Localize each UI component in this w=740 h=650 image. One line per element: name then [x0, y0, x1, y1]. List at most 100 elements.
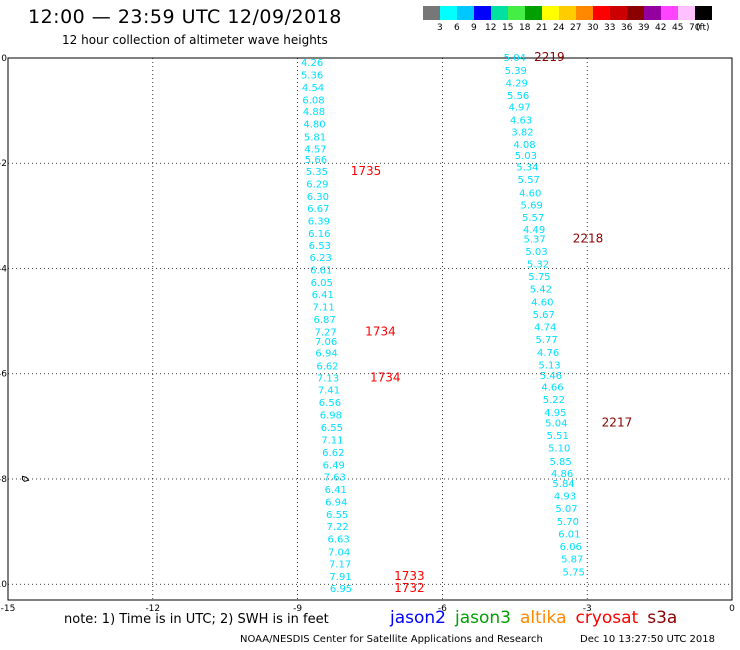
- swh-value-track-2: 5.22: [543, 395, 565, 406]
- satellite-cryosat: cryosat: [575, 608, 639, 628]
- colorbar-label: 33: [604, 23, 616, 33]
- swh-value-track-1: 4.88: [303, 107, 325, 118]
- satellite-s3a: s3a: [647, 608, 678, 628]
- swh-value-track-1: 7.27: [314, 327, 336, 338]
- colorbar-label: 12: [485, 23, 497, 33]
- y-tick-label: -10: [0, 580, 7, 590]
- swh-value-track-2: 5.51: [547, 431, 569, 442]
- colorbar-swatch: [559, 6, 576, 20]
- swh-value-track-2: 5.13: [538, 360, 560, 371]
- swh-value-track-1: 6.16: [308, 229, 330, 240]
- swh-value-track-2: 4.63: [510, 115, 532, 126]
- swh-value-track-2: 5.39: [505, 66, 527, 77]
- pass-time-label: 1734: [365, 324, 396, 338]
- colorbar-label: 15: [502, 23, 514, 33]
- colorbar-label: 24: [553, 23, 565, 33]
- swh-value-track-1: 6.94: [315, 348, 337, 359]
- swh-value-track-2: 5.46: [540, 371, 562, 382]
- swh-value-track-1: 7.06: [315, 337, 337, 348]
- swh-value-track-1: 5.81: [304, 133, 326, 144]
- colorbar-swatch: [508, 6, 525, 20]
- y-tick-label: -4: [0, 264, 7, 274]
- swh-value-track-2: 4.86: [551, 469, 573, 480]
- swh-value-track-2: 5.70: [557, 517, 579, 528]
- pass-time-label: 2217: [602, 415, 633, 429]
- colorbar-label: 6: [454, 23, 460, 33]
- colorbar-swatch: [627, 6, 644, 20]
- swh-value-track-1: 6.95: [330, 584, 352, 595]
- swh-value-track-2: 5.03: [525, 247, 547, 258]
- swh-value-track-1: 6.62: [322, 448, 344, 459]
- x-tick-label: -15: [1, 604, 16, 614]
- swh-value-track-1: 7.04: [328, 547, 350, 558]
- colorbar-swatch: [474, 6, 491, 20]
- swh-value-track-2: 4.60: [531, 297, 553, 308]
- swh-value-track-2: 3.82: [511, 127, 533, 138]
- satellite-legend: jason2 jason3 altika cryosat s3a: [390, 608, 686, 628]
- colorbar-label: 42: [655, 23, 667, 33]
- colorbar-label: 45: [672, 23, 684, 33]
- swh-value-track-1: 6.30: [307, 192, 329, 203]
- credit-text: NOAA/NESDIS Center for Satellite Applica…: [240, 634, 543, 645]
- swh-value-track-1: 6.98: [320, 410, 342, 421]
- y-tick-label: -8: [0, 475, 7, 485]
- colorbar-label: 30: [587, 23, 599, 33]
- colorbar-swatch: [542, 6, 559, 20]
- swh-value-track-1: 6.41: [312, 290, 334, 301]
- pass-time-label: 2218: [573, 232, 604, 246]
- pass-time-label: 1732: [394, 581, 425, 595]
- x-tick-label: -9: [293, 604, 302, 614]
- footer-note: note: 1) Time is in UTC; 2) SWH is in fe…: [64, 612, 329, 627]
- y-tick-label: -6: [0, 370, 7, 380]
- coastline: [21, 475, 30, 482]
- swh-value-track-1: 6.55: [326, 510, 348, 521]
- swh-value-track-2: 4.97: [508, 103, 530, 114]
- swh-value-track-2: 4.76: [537, 348, 559, 359]
- colorbar-swatch: [695, 6, 712, 20]
- y-tick-label: 0: [1, 54, 7, 64]
- swh-value-track-2: 5.84: [552, 479, 574, 490]
- colorbar-unit: (ft): [696, 23, 710, 33]
- pass-time-label: 1733: [394, 569, 425, 583]
- satellite-altika: altika: [520, 608, 567, 628]
- swh-value-track-1: 6.23: [310, 253, 332, 264]
- swh-value-track-1: 7.91: [329, 572, 351, 583]
- swh-value-track-1: 6.62: [316, 362, 338, 373]
- swh-value-track-1: 7.63: [324, 473, 346, 484]
- colorbar-label: 27: [570, 23, 582, 33]
- swh-value-track-2: 5.85: [550, 457, 572, 468]
- x-tick-label: -3: [583, 604, 592, 614]
- swh-value-track-2: 5.77: [536, 335, 558, 346]
- pass-time-label: 2219: [534, 50, 565, 64]
- map-subtitle: 12 hour collection of altimeter wave hei…: [62, 33, 328, 47]
- generation-timestamp: Dec 10 13:27:50 UTC 2018: [580, 634, 715, 645]
- swh-value-track-1: 6.08: [302, 95, 324, 106]
- colorbar-swatch: [423, 6, 440, 20]
- colorbar-label: 70: [689, 23, 701, 33]
- swh-value-track-1: 4.26: [301, 58, 323, 69]
- swh-value-track-1: 6.63: [327, 535, 349, 546]
- y-tick-label: -2: [0, 159, 7, 169]
- swh-value-track-2: 4.08: [513, 140, 535, 151]
- swh-value-track-2: 5.56: [507, 91, 529, 102]
- x-tick-label: -6: [438, 604, 447, 614]
- colorbar-label: 9: [471, 23, 477, 33]
- swh-value-track-1: 4.54: [302, 83, 324, 94]
- swh-value-track-2: 5.87: [561, 555, 583, 566]
- swh-value-track-1: 7.17: [329, 559, 351, 570]
- colorbar-swatch: [491, 6, 508, 20]
- swh-value-track-1: 6.67: [307, 204, 329, 215]
- swh-value-track-2: 4.60: [519, 188, 541, 199]
- swh-value-track-1: 6.41: [325, 485, 347, 496]
- swh-value-track-1: 6.05: [311, 278, 333, 289]
- swh-value-track-1: 6.49: [323, 460, 345, 471]
- colorbar-swatch: [525, 6, 542, 20]
- swh-value-track-2: 5.75: [563, 567, 585, 578]
- swh-value-track-1: 6.61: [310, 266, 332, 277]
- colorbar-swatch: [457, 6, 474, 20]
- swh-value-track-2: 4.95: [544, 408, 566, 419]
- colorbar-label: 36: [621, 23, 633, 33]
- x-tick-label: 0: [729, 604, 735, 614]
- swh-value-track-2: 5.04: [504, 53, 526, 64]
